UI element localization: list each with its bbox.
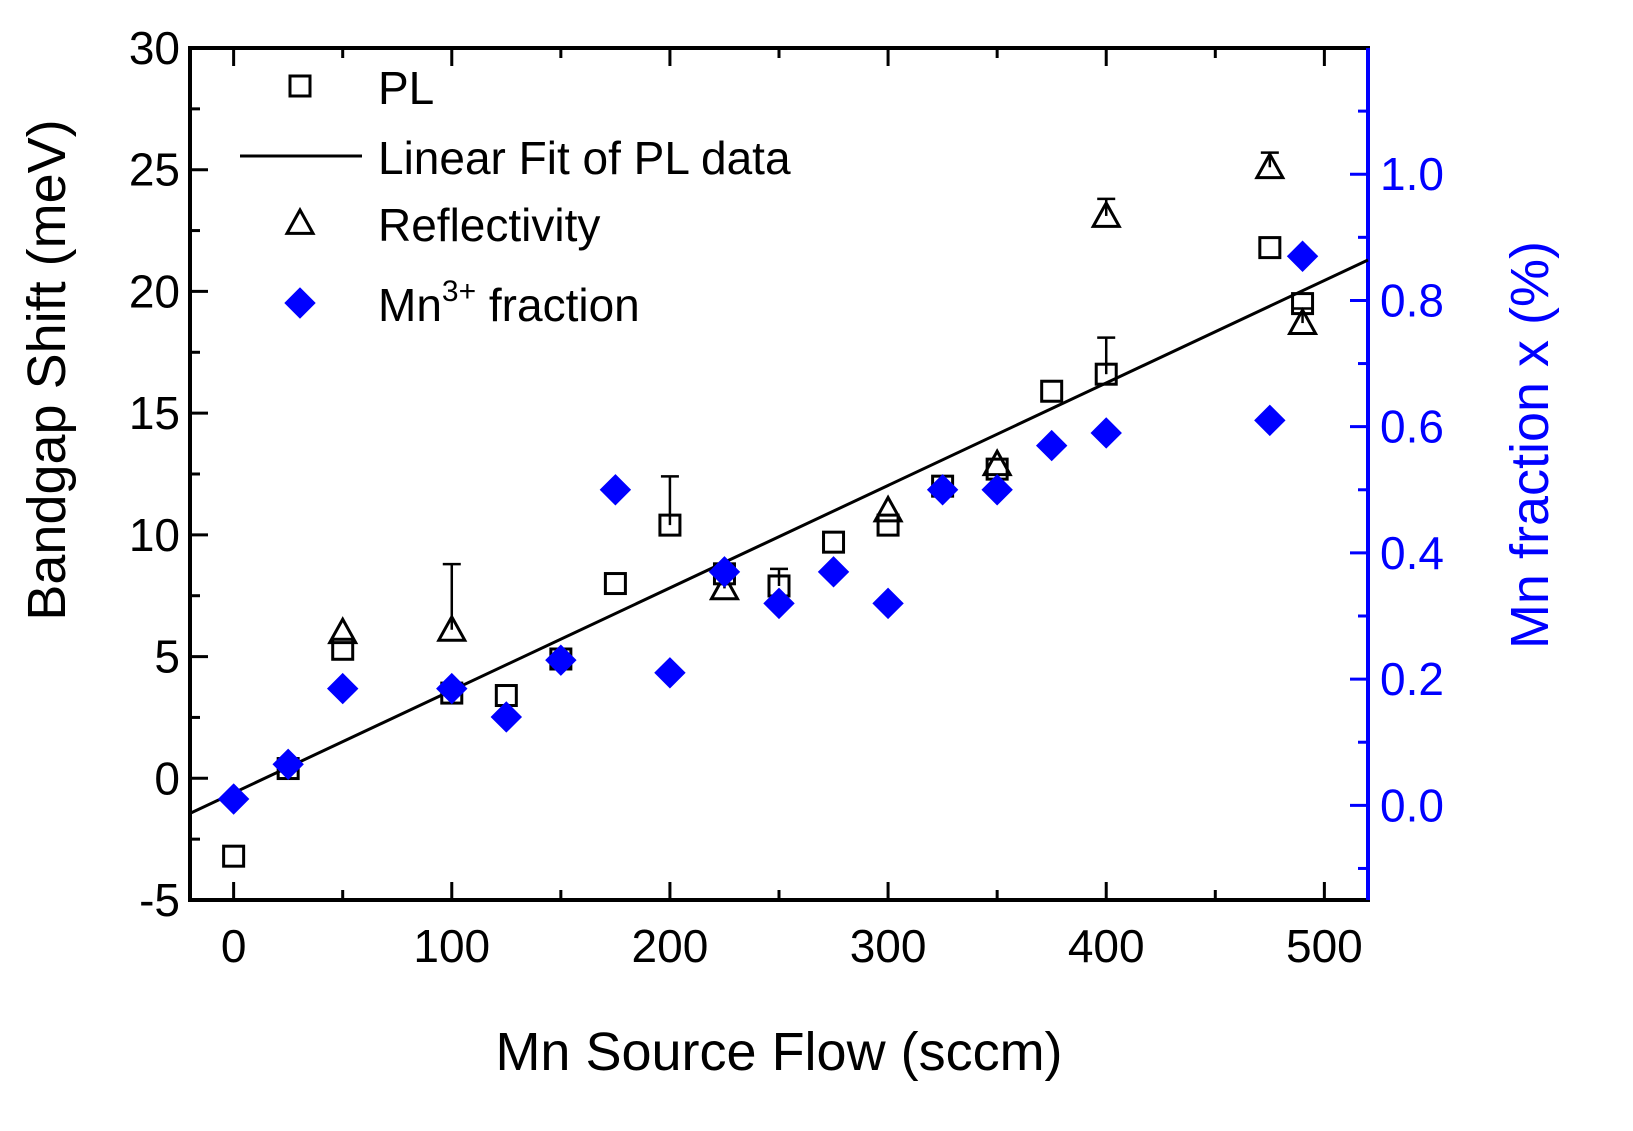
x-tick-label: 0 [221,920,247,972]
mn3-fraction-point [490,701,523,733]
y-tick-label: 0 [154,752,180,804]
mn3-fraction-point [545,644,577,676]
data-points [217,151,1319,868]
reflectivity-point [1287,306,1319,335]
pl-point [1040,379,1064,403]
y-tick-label: 10 [129,509,180,561]
pl-point [1094,362,1118,386]
reflectivity-point [327,616,359,645]
pl-point [658,513,682,537]
reflectivity-point [1254,151,1286,180]
y-tick-label: 15 [129,387,180,439]
reflectivity-point [708,572,741,601]
pl-point [222,844,246,868]
linear-fit-line [189,258,1369,815]
x-tick-label: 100 [413,920,490,972]
pl-point [876,513,900,537]
mn3-fraction-point [763,587,795,620]
x-tick-label: 200 [632,920,709,972]
x-tick-label: 300 [850,920,927,972]
y2-tick-label: 0.0 [1380,779,1444,831]
pl-point [331,637,355,661]
mn3-fraction-point [436,672,468,705]
y2-tick-label: 0.2 [1380,653,1444,705]
legend: PL Linear Fit of PL data Reflectivity Mn3+ … [240,62,791,331]
y-tick-label: 5 [154,631,180,683]
x-tick-label: 500 [1286,920,1363,972]
mn3-fraction-point [1090,417,1122,449]
reflectivity-point [1090,199,1122,228]
legend-diamond-marker [284,287,316,319]
pl-point [1258,236,1282,260]
legend-label: Linear Fit of PL data [378,132,791,184]
fit-line-group [189,258,1369,815]
legend-triangle-marker [284,206,316,235]
y-tick-label: 20 [129,265,180,317]
axis-ticks: 0 100 200 300 400 500 -5 0 5 10 15 20 25 30 0.0 0.2 0.4 0… [129,22,1444,972]
y-tick-label: -5 [139,874,180,926]
legend-label: PL [378,62,434,114]
mn3-fraction-point [599,474,632,506]
y2-tick-label: 0.8 [1380,274,1444,326]
y-tick-label: 30 [129,22,180,74]
mn3-fraction-point [872,587,904,620]
reflectivity-point [436,613,468,642]
x-axis-title: Mn Source Flow (sccm) [495,1022,1062,1082]
x-tick-label: 400 [1068,920,1145,972]
mn3-fraction-point [926,474,959,506]
mn3-fraction-point [272,748,304,781]
mn3-fraction-point [817,556,850,588]
y2-tick-label: 0.4 [1380,527,1444,579]
y2-tick-label: 1.0 [1380,148,1444,200]
mn3-fraction-point [217,783,250,815]
y2-tick-label: 0.6 [1380,401,1444,453]
pl-point [822,530,846,554]
y2-axis-title: Mn fraction x (%) [1500,241,1560,649]
mn3-fraction-point [654,657,686,689]
reflectivity-point [872,494,904,523]
pl-point [603,572,627,596]
legend-square-marker [288,74,312,98]
mn3-fraction-point [708,556,741,588]
mn3-fraction-point [1254,404,1286,437]
legend-label: Reflectivity [378,199,600,251]
y-axis-title: Bandgap Shift (meV) [17,119,77,620]
y-tick-label: 25 [129,144,180,196]
mn3-fraction-point [981,474,1013,506]
mn3-fraction-point [326,672,359,705]
mn3-fraction-point [1035,429,1068,462]
legend-label: Mn3+ fraction [378,275,640,331]
mn3-fraction-point [1286,240,1319,272]
